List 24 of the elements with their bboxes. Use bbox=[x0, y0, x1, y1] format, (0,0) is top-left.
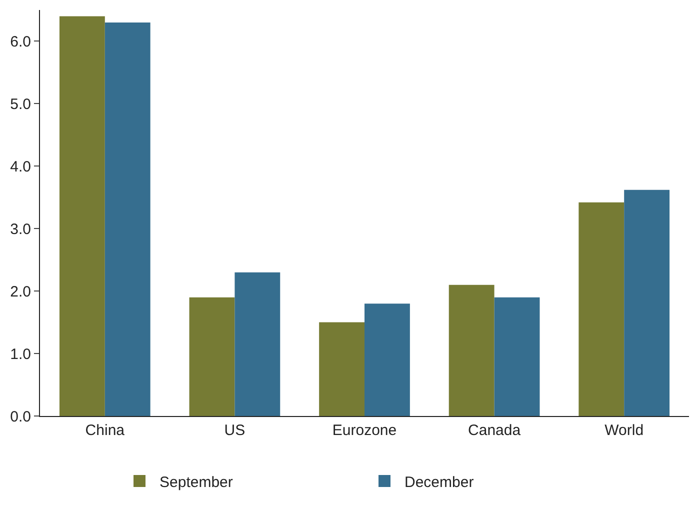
legend-label: September bbox=[160, 474, 233, 491]
bar bbox=[494, 297, 540, 416]
x-tick-label: US bbox=[224, 422, 246, 439]
bar bbox=[624, 190, 670, 416]
x-tick-label: World bbox=[604, 422, 644, 439]
bar bbox=[578, 202, 624, 416]
x-tick-label: China bbox=[85, 422, 126, 439]
bar bbox=[364, 304, 410, 416]
y-tick-label: 5.0 bbox=[10, 96, 31, 113]
bar bbox=[104, 22, 150, 416]
y-tick-label: 6.0 bbox=[10, 33, 31, 50]
x-tick-label: Canada bbox=[468, 422, 522, 439]
y-tick-label: 1.0 bbox=[10, 346, 31, 363]
x-tick-label: Eurozone bbox=[332, 422, 397, 439]
y-tick-label: 0.0 bbox=[10, 408, 31, 426]
bar bbox=[189, 297, 235, 416]
y-tick-label: 4.0 bbox=[10, 158, 31, 176]
legend-label: December bbox=[404, 474, 474, 491]
y-tick-label: 3.0 bbox=[10, 220, 31, 238]
bar bbox=[448, 284, 494, 416]
bar bbox=[234, 272, 280, 416]
bar bbox=[59, 16, 105, 416]
bar bbox=[319, 322, 364, 416]
y-tick-label: 2.0 bbox=[10, 283, 31, 300]
